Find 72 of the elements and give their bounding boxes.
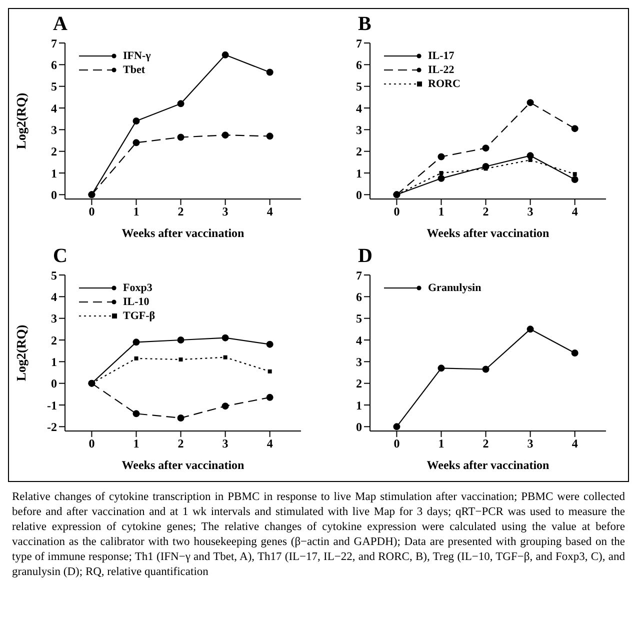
y-tick-label: 4: [356, 101, 362, 116]
x-tick-label: 1: [438, 204, 444, 219]
x-axis-title: Weeks after vaccination: [122, 458, 245, 472]
y-tick-label: 3: [51, 312, 57, 326]
chart-title: C: [53, 245, 68, 268]
x-axis-title: Weeks after vaccination: [426, 458, 550, 472]
x-tick-label: 2: [178, 204, 184, 219]
legend-label: RORC: [428, 77, 460, 91]
y-tick-label: 0: [51, 376, 57, 391]
legend-label: Granulysin: [428, 281, 482, 295]
x-tick-label: 3: [222, 204, 228, 219]
y-axis-title: Log2(RQ): [14, 324, 29, 382]
y-tick-label: 5: [51, 268, 57, 282]
y-tick-label: 5: [356, 80, 362, 94]
y-tick-label: 1: [356, 166, 362, 180]
x-tick-label: 4: [572, 436, 578, 451]
y-tick-label: 2: [356, 376, 362, 391]
x-tick-label: 1: [438, 436, 444, 451]
x-tick-label: 2: [482, 436, 489, 451]
y-tick-label: -1: [47, 398, 57, 412]
y-tick-label: 3: [356, 122, 362, 137]
y-tick-label: 4: [51, 290, 57, 304]
x-tick-label: 0: [88, 204, 95, 219]
x-tick-label: 4: [572, 204, 578, 219]
x-tick-label: 4: [266, 436, 273, 451]
y-tick-label: 3: [356, 354, 362, 369]
y-tick-label: 6: [356, 290, 362, 304]
y-tick-label: 4: [51, 101, 57, 116]
y-tick-label: 6: [356, 58, 362, 72]
x-axis-title: Weeks after vaccination: [122, 226, 245, 240]
y-tick-label: 0: [356, 420, 362, 434]
x-tick-label: 2: [482, 204, 489, 219]
y-tick-label: 6: [51, 58, 57, 72]
y-tick-label: 1: [51, 166, 57, 180]
chart-title: B: [358, 13, 372, 36]
y-tick-label: 7: [356, 268, 362, 282]
legend-label: IL-10: [123, 295, 150, 309]
y-tick-label: 0: [356, 188, 362, 202]
y-tick-label: 2: [51, 144, 57, 159]
y-tick-label: 4: [356, 333, 362, 348]
y-tick-label: 1: [356, 398, 362, 412]
y-tick-label: 5: [356, 312, 362, 326]
y-axis-title: Log2(RQ): [14, 92, 29, 150]
y-tick-label: 0: [51, 188, 57, 202]
legend-label: Foxp3: [123, 281, 152, 295]
x-tick-label: 3: [527, 204, 534, 219]
legend-label: IFN-γ: [123, 49, 151, 63]
legend-label: IL-17: [428, 49, 454, 63]
x-tick-label: 1: [133, 436, 140, 451]
x-tick-label: 4: [266, 204, 273, 219]
x-tick-label: 0: [88, 436, 95, 451]
legend-label: TGF-β: [123, 309, 156, 323]
y-tick-label: 7: [356, 36, 362, 50]
x-axis-title: Weeks after vaccination: [426, 226, 550, 240]
y-tick-label: 1: [51, 354, 57, 369]
x-tick-label: 0: [394, 204, 400, 219]
x-tick-label: 2: [178, 436, 184, 451]
x-tick-label: 1: [133, 204, 140, 219]
x-tick-label: 0: [394, 436, 400, 451]
x-tick-label: 3: [222, 436, 228, 451]
y-tick-label: 7: [51, 36, 57, 50]
y-tick-label: 5: [51, 80, 57, 94]
x-tick-label: 3: [527, 436, 534, 451]
y-tick-label: -2: [47, 420, 57, 434]
legend-label: Tbet: [123, 63, 145, 77]
y-tick-label: 2: [51, 333, 57, 348]
text: Relative changes of cytokine transcription in PBMC in response to live Map stimulation after vaccination; PBMC were collected before and after vaccination and at 1 wk intervals and stimulated with live Map for 3 days; qRT−PCR was used to measure the relative expression of cytokine genes; The relative changes of cytokine expression were calculated using the value at before vaccination as the calibrator with two housekeeping genes (β−actin and GAPDH); Data are presented with grouping based on the type of immune response; Th1 (IFN−γ and Tbet, A), Th17 (IL−17, IL−22, and RORC, B), Treg (IL−10, TGF−β, and Foxp3, C), and granulysin (D); RQ, relative quantification: [12, 490, 625, 580]
legend-label: IL-22: [428, 63, 454, 77]
y-tick-label: 3: [51, 122, 57, 137]
y-tick-label: 2: [356, 144, 362, 159]
chart-title: D: [358, 245, 372, 268]
chart-title: A: [53, 13, 68, 36]
